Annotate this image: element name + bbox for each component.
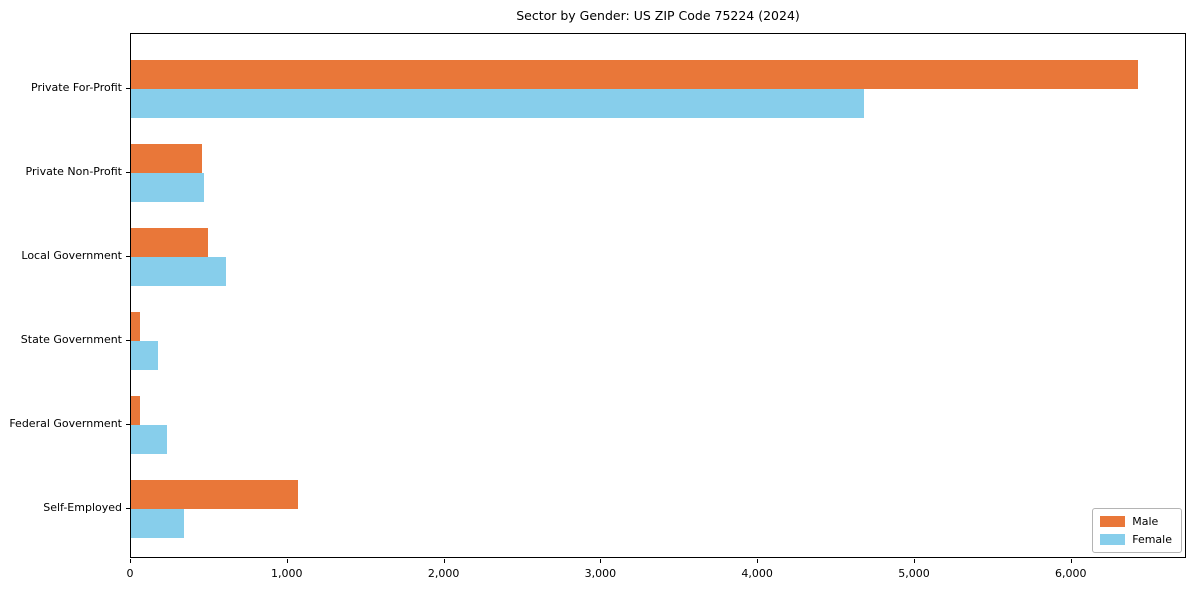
x-tick-mark [443, 559, 445, 563]
bar-male-state-government [131, 312, 141, 341]
x-tick-label-1000: 1,000 [271, 567, 303, 580]
y-tick-label-local-government: Local Government [21, 249, 122, 262]
legend-label-male: Male [1132, 515, 1159, 528]
legend: Male Female [1092, 508, 1182, 553]
bar-male-self-employed [131, 480, 298, 509]
plot-area: Male Female [130, 33, 1186, 558]
legend-label-female: Female [1132, 533, 1172, 546]
x-tick-label-3000: 3,000 [584, 567, 617, 580]
x-tick-mark [130, 559, 131, 563]
legend-item-male: Male [1100, 515, 1172, 528]
bar-female-federal-government [131, 425, 168, 454]
y-tick-mark [126, 172, 130, 173]
female-color-swatch [1100, 534, 1126, 545]
bar-female-private-for-profit [131, 89, 864, 118]
y-tick-mark [126, 508, 130, 509]
x-tick-label-0: 0 [126, 567, 134, 580]
y-tick-label-private-non-profit: Private Non-Profit [25, 165, 122, 178]
x-tick-mark [1070, 559, 1072, 563]
x-tick-mark [913, 559, 915, 563]
legend-item-female: Female [1100, 533, 1172, 546]
y-tick-label-federal-government: Federal Government [9, 417, 122, 430]
y-tick-label-self-employed: Self-Employed [43, 501, 122, 514]
y-tick-mark [126, 424, 130, 425]
x-tick-label-2000: 2,000 [427, 567, 460, 580]
x-tick-mark [757, 559, 759, 563]
chart-title: Sector by Gender: US ZIP Code 75224 (202… [516, 8, 800, 23]
x-tick-label-6000: 6,000 [1055, 567, 1087, 580]
bar-female-private-non-profit [131, 173, 204, 202]
y-tick-label-state-government: State Government [20, 333, 122, 346]
bar-female-state-government [131, 341, 158, 370]
bar-female-self-employed [131, 509, 185, 538]
y-tick-mark [126, 256, 130, 257]
y-tick-mark [126, 340, 130, 341]
x-tick-mark [286, 559, 288, 563]
bar-male-private-non-profit [131, 144, 203, 173]
bar-male-federal-government [131, 396, 140, 425]
bar-male-local-government [131, 228, 208, 257]
x-tick-label-5000: 5,000 [898, 567, 930, 580]
x-tick-label-4000: 4,000 [741, 567, 773, 580]
bar-female-local-government [131, 257, 226, 286]
y-tick-mark [126, 88, 130, 89]
x-tick-mark [600, 559, 602, 563]
bar-male-private-for-profit [131, 60, 1138, 89]
y-tick-label-private-for-profit: Private For-Profit [31, 81, 122, 94]
male-color-swatch [1100, 516, 1126, 527]
